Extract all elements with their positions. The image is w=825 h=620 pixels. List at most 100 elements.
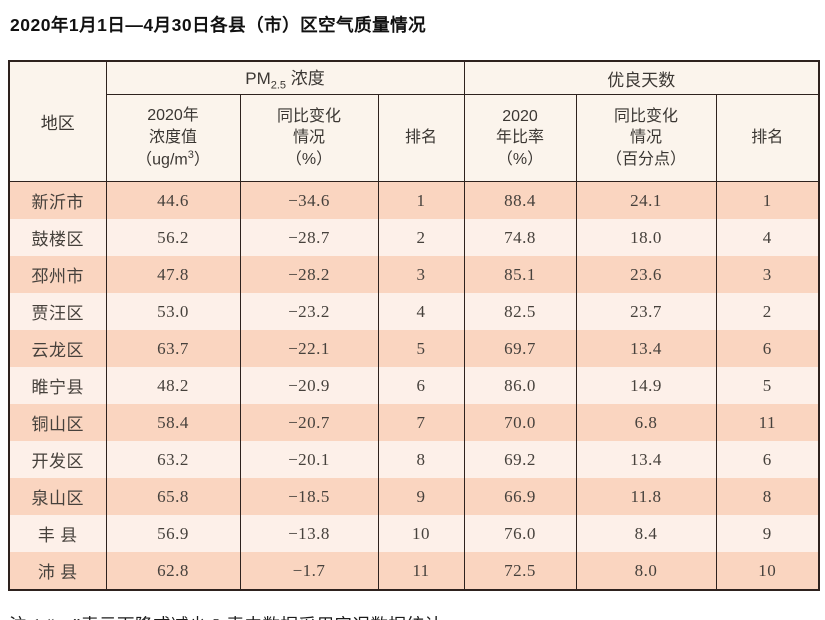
- value-cell: −20.7: [239, 404, 379, 441]
- pm25-label-prefix: PM: [245, 69, 271, 89]
- table-row: 鼓楼区 56.2 −28.7 2 74.8 18.0 4: [8, 219, 820, 256]
- region-cell: 丰 县: [8, 515, 107, 552]
- value-cell: 5: [715, 367, 820, 404]
- value-cell: 18.0: [575, 219, 717, 256]
- region-cell: 鼓楼区: [8, 219, 107, 256]
- value-cell: 72.5: [463, 552, 577, 590]
- value-cell: 3: [377, 256, 465, 293]
- col-header-pm-yoy: 同比变化 情况 （%）: [239, 94, 379, 182]
- value-cell: 63.2: [105, 441, 241, 478]
- col-header-pm-value: 2020年 浓度值 （ug/m3）: [105, 94, 241, 182]
- value-cell: 8: [377, 441, 465, 478]
- value-cell: 69.2: [463, 441, 577, 478]
- value-cell: 5: [377, 330, 465, 367]
- value-cell: 8.4: [575, 515, 717, 552]
- value-cell: 7: [377, 404, 465, 441]
- value-cell: 8.0: [575, 552, 717, 590]
- value-cell: 24.1: [575, 181, 717, 219]
- region-cell: 泉山区: [8, 478, 107, 515]
- table-row: 铜山区 58.4 −20.7 7 70.0 6.8 11: [8, 404, 820, 441]
- value-cell: 86.0: [463, 367, 577, 404]
- value-cell: 56.9: [105, 515, 241, 552]
- col-header-pm-rank: 排名: [377, 94, 465, 182]
- col-header-good-yoy: 同比变化 情况 （百分点）: [575, 94, 717, 182]
- table-row: 睢宁县 48.2 −20.9 6 86.0 14.9 5: [8, 367, 820, 404]
- col-header-region: 地区: [8, 60, 107, 182]
- value-cell: 11: [377, 552, 465, 590]
- value-cell: 58.4: [105, 404, 241, 441]
- value-cell: 65.8: [105, 478, 241, 515]
- air-quality-table: 地区 PM2.5 浓度 优良天数 2020年 浓度值 （ug/m3） 同比变化 …: [8, 60, 821, 591]
- group-header-good-days: 优良天数: [463, 60, 820, 95]
- value-cell: 85.1: [463, 256, 577, 293]
- region-cell: 睢宁县: [8, 367, 107, 404]
- value-cell: 74.8: [463, 219, 577, 256]
- value-cell: 1: [377, 181, 465, 219]
- value-cell: 6: [715, 330, 820, 367]
- value-cell: −1.7: [239, 552, 379, 590]
- value-cell: 14.9: [575, 367, 717, 404]
- value-cell: 9: [377, 478, 465, 515]
- table-body: 新沂市 44.6 −34.6 1 88.4 24.1 1 鼓楼区 56.2 −28.7 2 74.8 1…: [8, 181, 820, 590]
- value-cell: 69.7: [463, 330, 577, 367]
- value-cell: 66.9: [463, 478, 577, 515]
- value-cell: 2: [715, 293, 820, 330]
- pm25-label-suffix: 浓度: [286, 69, 325, 89]
- value-cell: −20.9: [239, 367, 379, 404]
- value-cell: 9: [715, 515, 820, 552]
- pm-value-line2: 浓度值: [148, 128, 197, 146]
- value-cell: 48.2: [105, 367, 241, 404]
- col-header-good-ratio: 2020 年比率 （%）: [463, 94, 577, 182]
- sub-header-row: 2020年 浓度值 （ug/m3） 同比变化 情况 （%） 排名 2020 年比…: [9, 94, 820, 182]
- value-cell: −28.7: [239, 219, 379, 256]
- table-row: 泉山区 65.8 −18.5 9 66.9 11.8 8: [8, 478, 820, 515]
- region-cell: 铜山区: [8, 404, 107, 441]
- value-cell: 82.5: [463, 293, 577, 330]
- value-cell: 1: [715, 181, 820, 219]
- value-cell: 10: [715, 552, 820, 590]
- group-header-row: 地区 PM2.5 浓度 优良天数: [8, 60, 820, 182]
- value-cell: 88.4: [463, 181, 577, 219]
- value-cell: 56.2: [105, 219, 241, 256]
- value-cell: 47.8: [105, 256, 241, 293]
- value-cell: 76.0: [463, 515, 577, 552]
- value-cell: 23.7: [575, 293, 717, 330]
- value-cell: 2: [377, 219, 465, 256]
- value-cell: 23.6: [575, 256, 717, 293]
- group-header-pm25: PM2.5 浓度: [105, 60, 465, 95]
- value-cell: 63.7: [105, 330, 241, 367]
- value-cell: −28.2: [239, 256, 379, 293]
- table-row: 贾汪区 53.0 −23.2 4 82.5 23.7 2: [8, 293, 820, 330]
- region-cell: 沛 县: [8, 552, 107, 590]
- region-cell: 开发区: [8, 441, 107, 478]
- value-cell: 11.8: [575, 478, 717, 515]
- value-cell: −23.2: [239, 293, 379, 330]
- region-cell: 邳州市: [8, 256, 107, 293]
- region-cell: 新沂市: [8, 181, 107, 219]
- value-cell: 44.6: [105, 181, 241, 219]
- value-cell: −22.1: [239, 330, 379, 367]
- pm-value-unit: （ug/m3）: [136, 149, 210, 169]
- table-row: 丰 县 56.9 −13.8 10 76.0 8.4 9: [8, 515, 820, 552]
- col-header-good-rank: 排名: [715, 94, 820, 182]
- footnote: 注:1.“—”表示下降或减少;2.表中数据采用实况数据统计。: [9, 612, 825, 620]
- table-row: 邳州市 47.8 −28.2 3 85.1 23.6 3: [8, 256, 820, 293]
- table-row: 新沂市 44.6 −34.6 1 88.4 24.1 1: [8, 181, 820, 219]
- pm25-label-subscript: 2.5: [270, 79, 287, 92]
- value-cell: 13.4: [575, 330, 717, 367]
- value-cell: −20.1: [239, 441, 379, 478]
- value-cell: 4: [715, 219, 820, 256]
- value-cell: 6.8: [575, 404, 717, 441]
- value-cell: 6: [715, 441, 820, 478]
- table-row: 开发区 63.2 −20.1 8 69.2 13.4 6: [8, 441, 820, 478]
- region-cell: 云龙区: [8, 330, 107, 367]
- value-cell: 13.4: [575, 441, 717, 478]
- table-row: 云龙区 63.7 −22.1 5 69.7 13.4 6: [8, 330, 820, 367]
- value-cell: 10: [377, 515, 465, 552]
- pm-value-line1: 2020年: [147, 106, 199, 124]
- value-cell: 6: [377, 367, 465, 404]
- value-cell: 62.8: [105, 552, 241, 590]
- region-cell: 贾汪区: [8, 293, 107, 330]
- value-cell: 8: [715, 478, 820, 515]
